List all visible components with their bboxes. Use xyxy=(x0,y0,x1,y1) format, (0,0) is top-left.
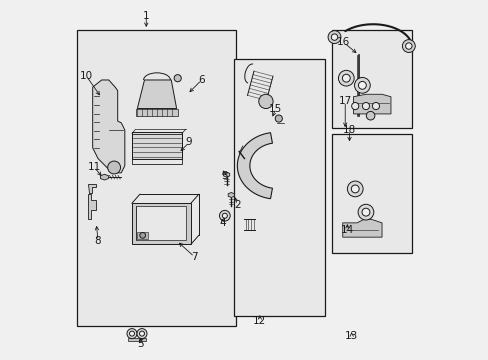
Polygon shape xyxy=(223,172,229,177)
Polygon shape xyxy=(88,194,96,219)
Text: 9: 9 xyxy=(185,138,192,148)
Polygon shape xyxy=(353,94,390,114)
Text: 11: 11 xyxy=(88,162,101,172)
Bar xyxy=(127,338,146,342)
Circle shape xyxy=(361,208,369,216)
Polygon shape xyxy=(93,80,124,173)
Bar xyxy=(135,109,178,116)
Text: 5: 5 xyxy=(137,339,144,349)
Polygon shape xyxy=(228,193,234,198)
Circle shape xyxy=(327,31,340,44)
Circle shape xyxy=(174,75,181,82)
Bar xyxy=(132,203,190,244)
Bar xyxy=(233,59,324,316)
Circle shape xyxy=(127,329,137,339)
Polygon shape xyxy=(88,184,96,193)
Text: 3: 3 xyxy=(221,171,228,181)
Bar xyxy=(132,134,182,164)
Text: 1: 1 xyxy=(142,11,149,21)
Text: 18: 18 xyxy=(342,125,355,135)
Text: 15: 15 xyxy=(269,104,282,113)
Circle shape xyxy=(351,103,358,110)
Circle shape xyxy=(331,34,337,40)
Circle shape xyxy=(358,81,366,89)
Circle shape xyxy=(350,185,358,193)
Bar xyxy=(331,30,411,128)
Polygon shape xyxy=(100,174,108,180)
Circle shape xyxy=(346,181,363,197)
Circle shape xyxy=(372,103,379,110)
Circle shape xyxy=(139,331,144,336)
Circle shape xyxy=(405,43,411,49)
Text: 7: 7 xyxy=(191,252,198,262)
Circle shape xyxy=(402,40,414,53)
Circle shape xyxy=(107,161,121,174)
Text: 6: 6 xyxy=(198,75,204,85)
Circle shape xyxy=(338,70,353,86)
Text: 12: 12 xyxy=(253,316,266,326)
Bar xyxy=(137,232,148,239)
Text: 16: 16 xyxy=(337,37,350,48)
Circle shape xyxy=(342,74,349,82)
Circle shape xyxy=(275,115,282,122)
Text: 14: 14 xyxy=(340,225,353,235)
Circle shape xyxy=(362,103,369,110)
Text: 13: 13 xyxy=(345,332,358,342)
Polygon shape xyxy=(137,80,176,109)
Bar xyxy=(331,134,411,253)
Polygon shape xyxy=(342,219,381,237)
Bar xyxy=(132,132,182,158)
Text: 8: 8 xyxy=(95,236,101,246)
Bar xyxy=(136,206,186,240)
Circle shape xyxy=(357,204,373,220)
Circle shape xyxy=(222,213,227,218)
Circle shape xyxy=(219,210,230,221)
Text: 4: 4 xyxy=(219,218,226,228)
Polygon shape xyxy=(237,133,272,199)
Circle shape xyxy=(129,331,134,336)
Circle shape xyxy=(258,94,272,109)
Bar xyxy=(77,30,235,327)
Circle shape xyxy=(137,329,147,339)
Text: 17: 17 xyxy=(338,96,351,107)
Text: 10: 10 xyxy=(80,71,93,81)
Circle shape xyxy=(140,233,145,238)
Circle shape xyxy=(366,111,374,120)
Circle shape xyxy=(354,77,369,93)
Text: 2: 2 xyxy=(234,200,240,210)
